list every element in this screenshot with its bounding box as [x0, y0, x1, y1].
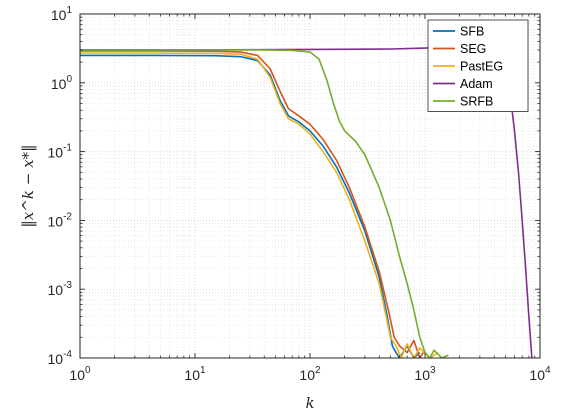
y-tick-label-exponent: -1 — [63, 143, 72, 154]
series-line-sfb — [80, 54, 421, 358]
legend-label-adam: Adam — [460, 77, 493, 91]
y-tick-label-base: 10 — [51, 7, 67, 23]
x-tick-label-base: 10 — [69, 367, 85, 383]
x-tick-label-base: 10 — [299, 367, 315, 383]
x-tick-label-base: 10 — [414, 367, 430, 383]
series-line-seg — [80, 50, 426, 358]
y-tick-label: 10-2 — [48, 211, 73, 229]
series-lines — [80, 46, 533, 358]
x-tick-label: 102 — [299, 365, 321, 383]
x-tick-label: 103 — [414, 365, 436, 383]
x-tick-label: 104 — [529, 365, 551, 383]
y-tick-label-exponent: 1 — [66, 5, 72, 16]
x-tick-label-exponent: 3 — [430, 365, 436, 376]
y-tick-label: 101 — [51, 5, 73, 23]
x-tick-label-base: 10 — [529, 367, 545, 383]
y-tick-label-base: 10 — [48, 213, 64, 229]
x-tick-label-exponent: 1 — [200, 365, 206, 376]
y-tick-label: 10-3 — [48, 280, 73, 298]
legend-label-seg: SEG — [460, 42, 486, 56]
y-axis-label: ‖x^k − x*‖ — [19, 144, 37, 227]
y-tick-label-exponent: -3 — [63, 280, 72, 291]
y-tick-label-base: 10 — [48, 351, 64, 367]
x-tick-label: 101 — [184, 365, 206, 383]
series-line-pasteg — [80, 52, 439, 358]
y-tick-label: 100 — [51, 74, 73, 92]
x-tick-labels: 100 101 102 103 104 — [69, 365, 551, 383]
legend-label-srfb: SRFB — [460, 95, 493, 109]
tick-marks — [79, 13, 541, 359]
x-axis-label: k — [305, 394, 314, 412]
legend: SFB SEG PastEG Adam SRFB — [427, 19, 529, 112]
legend-label-pasteg: PastEG — [460, 60, 503, 74]
x-tick-label: 100 — [69, 365, 91, 383]
y-tick-label-exponent: -4 — [63, 349, 72, 360]
y-tick-label: 10-4 — [48, 349, 73, 367]
legend-label-sfb: SFB — [460, 25, 484, 39]
y-tick-label-exponent: -2 — [63, 211, 72, 222]
y-tick-label-base: 10 — [48, 282, 64, 298]
x-tick-label-exponent: 4 — [545, 365, 551, 376]
y-tick-label-base: 10 — [51, 76, 67, 92]
y-tick-label-base: 10 — [48, 145, 64, 161]
x-tick-label-base: 10 — [184, 367, 200, 383]
y-tick-label: 10-1 — [48, 143, 73, 161]
y-tick-label-exponent: 0 — [66, 74, 72, 85]
x-tick-label-exponent: 2 — [315, 365, 321, 376]
x-tick-label-exponent: 0 — [85, 365, 91, 376]
series-line-srfb — [80, 49, 449, 358]
